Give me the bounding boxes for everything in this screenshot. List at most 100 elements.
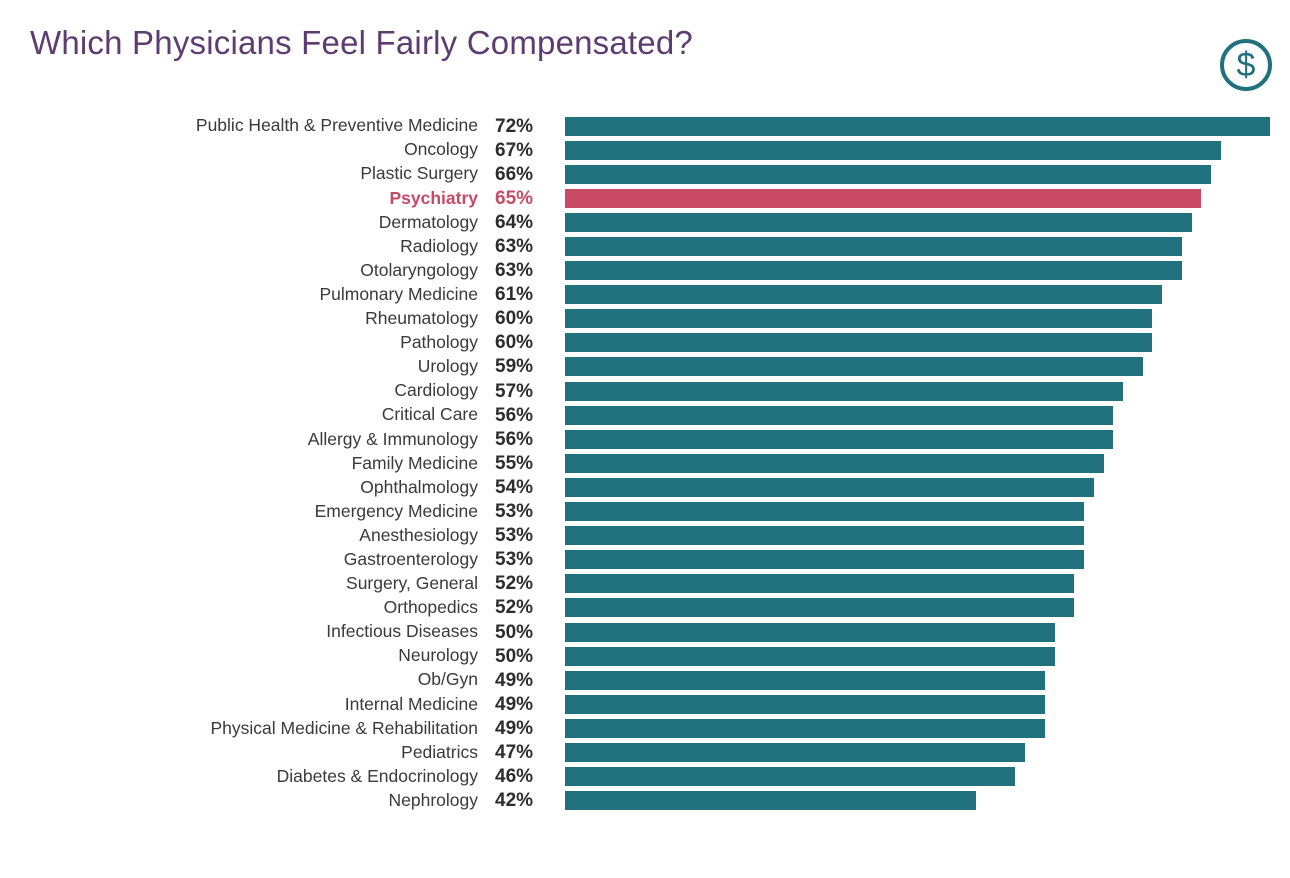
chart-row: Pulmonary Medicine 61% [0, 283, 1290, 307]
value-label: 46% [495, 766, 534, 788]
bar-track [565, 622, 1270, 642]
bar [565, 742, 1026, 762]
value-label: 42% [495, 790, 534, 812]
bar-track [565, 550, 1270, 570]
value-label: 50% [495, 645, 534, 667]
category-label: Otolaryngology [360, 259, 478, 280]
category-label: Rheumatology [365, 308, 478, 329]
bar-track [565, 309, 1270, 329]
category-label: Psychiatry [389, 187, 478, 208]
chart-row: Anesthesiology 53% [0, 524, 1290, 548]
bar [565, 502, 1084, 522]
value-label: 65% [495, 187, 534, 209]
bar [565, 381, 1124, 401]
bar [565, 237, 1182, 257]
value-label: 61% [495, 284, 534, 306]
chart-row: Infectious Diseases 50% [0, 620, 1290, 644]
bar-track [565, 188, 1270, 208]
value-label: 56% [495, 404, 534, 426]
bar [565, 646, 1055, 666]
category-label: Critical Care [381, 404, 478, 425]
category-label: Diabetes & Endocrinology [276, 765, 478, 786]
bar [565, 550, 1084, 570]
chart-row: Family Medicine 55% [0, 451, 1290, 475]
value-label: 56% [495, 428, 534, 450]
category-label: Public Health & Preventive Medicine [195, 115, 478, 136]
chart-row: Pathology 60% [0, 331, 1290, 355]
bar-track [565, 742, 1270, 762]
category-label: Neurology [398, 645, 478, 666]
bar [565, 767, 1016, 787]
bar-track [565, 453, 1270, 473]
bar-track [565, 718, 1270, 738]
category-label: Pediatrics [401, 741, 478, 762]
bar [565, 429, 1114, 449]
bar [565, 670, 1045, 690]
category-label: Emergency Medicine [314, 500, 478, 521]
bar [565, 140, 1222, 160]
chart-row: Internal Medicine 49% [0, 692, 1290, 716]
category-label: Ophthalmology [360, 476, 478, 497]
bar-track [565, 140, 1270, 160]
value-label: 52% [495, 597, 534, 619]
chart-row: Oncology 67% [0, 138, 1290, 162]
chart-row: Gastroenterology 53% [0, 548, 1290, 572]
value-label: 49% [495, 693, 534, 715]
category-label: Physical Medicine & Rehabilitation [210, 717, 479, 738]
value-label: 53% [495, 501, 534, 523]
value-label: 57% [495, 380, 534, 402]
chart-row: Emergency Medicine 53% [0, 500, 1290, 524]
category-label: Surgery, General [346, 573, 478, 594]
bar-track [565, 429, 1270, 449]
value-label: 63% [495, 260, 534, 282]
value-label: 50% [495, 621, 534, 643]
category-label: Infectious Diseases [326, 621, 478, 642]
bar-track [565, 598, 1270, 618]
chart-row: Otolaryngology 63% [0, 259, 1290, 283]
value-label: 64% [495, 211, 534, 233]
bar-track [565, 646, 1270, 666]
value-label: 60% [495, 332, 534, 354]
chart-row: Psychiatry 65% [0, 186, 1290, 210]
bar-track [565, 526, 1270, 546]
bar [565, 333, 1153, 353]
bar-track [565, 333, 1270, 353]
bar [565, 477, 1094, 497]
value-label: 53% [495, 549, 534, 571]
bar-track [565, 237, 1270, 257]
value-label: 49% [495, 717, 534, 739]
value-label: 49% [495, 669, 534, 691]
category-label: Cardiology [394, 380, 478, 401]
bar-track [565, 477, 1270, 497]
bar-track [565, 164, 1270, 184]
value-label: 63% [495, 236, 534, 258]
value-label: 47% [495, 741, 534, 763]
bar [565, 694, 1045, 714]
category-label: Oncology [404, 139, 478, 160]
category-label: Dermatology [378, 211, 478, 232]
chart-header: Which Physicians Feel Fairly Compensated… [0, 0, 1290, 112]
bar [565, 405, 1114, 425]
chart-row: Critical Care 56% [0, 403, 1290, 427]
category-label: Urology [417, 356, 478, 377]
bar [565, 598, 1075, 618]
bar [565, 188, 1202, 208]
value-label: 72% [495, 115, 534, 137]
chart-row: Public Health & Preventive Medicine 72% [0, 114, 1290, 138]
chart-row: Ob/Gyn 49% [0, 668, 1290, 692]
category-label: Pulmonary Medicine [319, 283, 478, 304]
bar [565, 622, 1055, 642]
chart-row: Pediatrics 47% [0, 740, 1290, 764]
bar-track [565, 261, 1270, 281]
bar [565, 357, 1143, 377]
bar-track [565, 405, 1270, 425]
bar [565, 164, 1212, 184]
bar [565, 453, 1104, 473]
chart-row: Urology 59% [0, 355, 1290, 379]
bar [565, 261, 1182, 281]
bar-chart: Public Health & Preventive Medicine 72% … [0, 114, 1290, 813]
value-label: 66% [495, 163, 534, 185]
chart-row: Radiology 63% [0, 234, 1290, 258]
dollar-icon: $ [1220, 39, 1272, 91]
bar [565, 526, 1084, 546]
